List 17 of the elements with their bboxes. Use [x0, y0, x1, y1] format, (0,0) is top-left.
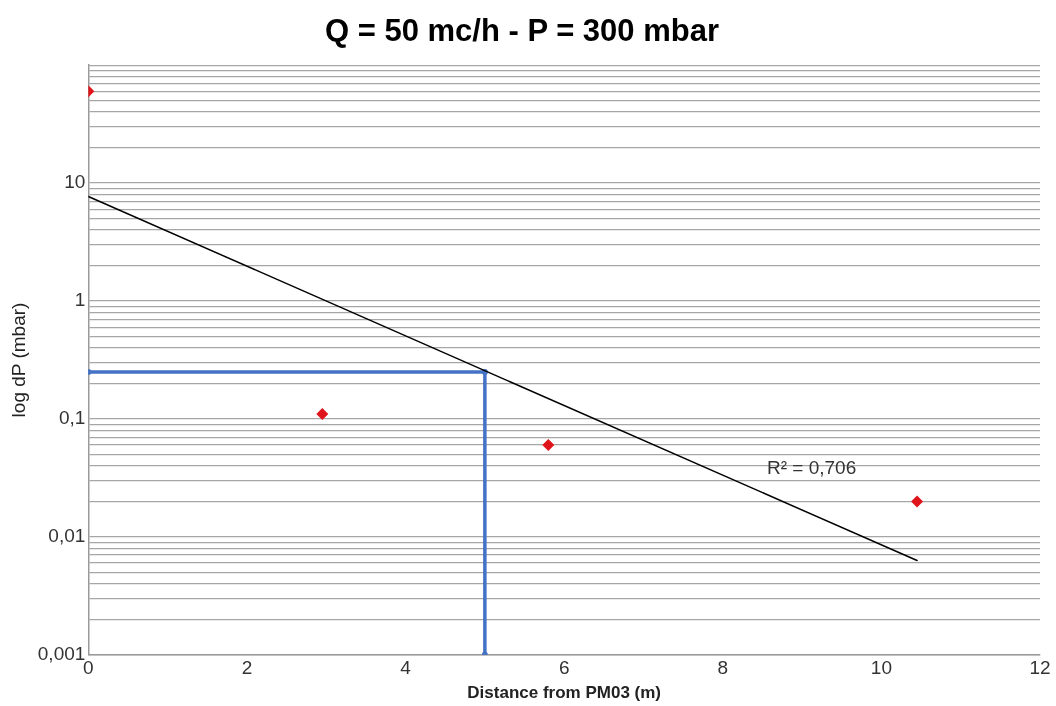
y-axis-title: log dP (mbar) — [7, 302, 29, 418]
x-tick-label: 4 — [400, 657, 412, 679]
x-tick-label: 12 — [1029, 657, 1051, 679]
x-axis-title: Distance from PM03 (m) — [467, 683, 662, 703]
x-tick-label: 10 — [870, 657, 892, 679]
y-tick-label: 0,01 — [48, 525, 86, 547]
chart-title: Q = 50 mc/h - P = 300 mbar — [324, 13, 720, 49]
point — [542, 439, 555, 452]
x-tick-label: 2 — [241, 657, 253, 679]
y-tick-label: 10 — [64, 171, 86, 193]
point — [911, 495, 924, 508]
annotation: R² = 0,706 — [766, 457, 857, 479]
y-tick-label: 0,1 — [58, 407, 86, 429]
y-tick-label: 1 — [74, 289, 86, 311]
point — [316, 408, 329, 421]
x-tick-label: 8 — [717, 657, 729, 679]
x-tick-label: 6 — [558, 657, 570, 679]
